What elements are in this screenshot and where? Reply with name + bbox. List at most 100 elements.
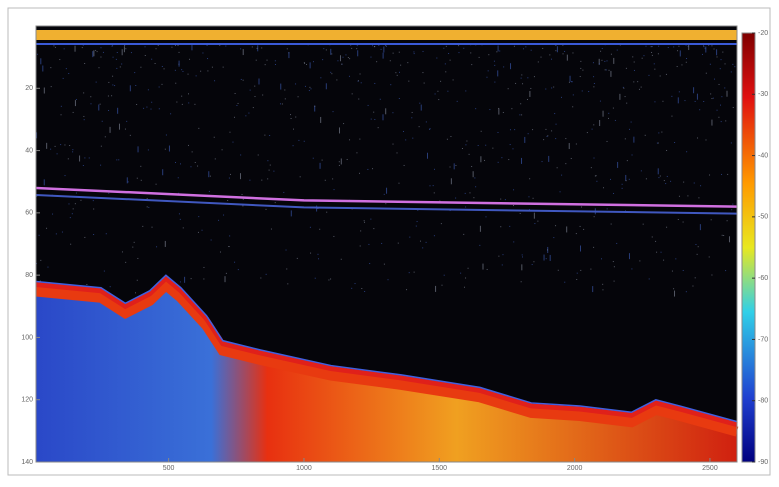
noise	[191, 44, 193, 51]
noise	[676, 66, 678, 68]
noise	[549, 254, 551, 261]
noise	[616, 49, 618, 51]
noise	[338, 127, 340, 134]
noise	[125, 48, 127, 50]
noise	[708, 44, 710, 46]
noise	[458, 52, 460, 54]
noise	[595, 175, 597, 177]
noise	[351, 47, 353, 49]
noise	[694, 100, 696, 102]
noise	[265, 208, 267, 210]
noise	[136, 177, 138, 179]
noise	[513, 241, 515, 243]
noise	[678, 91, 680, 93]
noise	[468, 153, 470, 155]
noise	[361, 288, 363, 290]
noise	[357, 50, 359, 57]
noise	[100, 145, 102, 147]
noise	[553, 237, 555, 239]
noise	[530, 49, 532, 51]
noise	[581, 90, 583, 92]
noise	[626, 102, 628, 104]
x-tick-label: 1000	[296, 465, 312, 472]
noise	[229, 131, 231, 133]
plot-frame	[35, 25, 738, 463]
noise	[107, 95, 109, 97]
noise	[692, 285, 694, 287]
noise	[648, 74, 650, 76]
noise	[480, 156, 482, 163]
noise	[509, 225, 511, 227]
noise	[194, 161, 196, 163]
noise	[422, 247, 424, 249]
noise	[494, 81, 496, 83]
noise	[201, 229, 203, 231]
noise	[485, 144, 487, 146]
noise	[449, 59, 451, 61]
noise	[429, 128, 431, 130]
noise	[658, 132, 660, 134]
noise	[133, 241, 135, 243]
noise	[346, 158, 348, 160]
noise	[449, 166, 451, 168]
noise	[654, 101, 656, 103]
noise	[257, 154, 259, 156]
noise	[475, 108, 477, 110]
noise	[260, 277, 262, 279]
noise	[65, 68, 67, 70]
seabed-edge	[35, 274, 738, 423]
noise	[685, 44, 687, 46]
noise	[551, 130, 553, 132]
noise	[477, 144, 479, 146]
noise	[406, 289, 408, 291]
noise	[144, 55, 146, 57]
y-tick-label: 20	[25, 85, 33, 92]
noise	[496, 51, 498, 53]
noise	[521, 256, 523, 258]
noise	[155, 183, 157, 185]
noise	[189, 58, 191, 60]
noise	[92, 51, 94, 58]
noise	[225, 272, 227, 274]
noise	[100, 47, 102, 49]
noise	[254, 85, 256, 87]
noise	[628, 178, 630, 180]
noise	[190, 166, 192, 168]
noise	[180, 163, 182, 165]
noise	[50, 148, 52, 150]
noise	[673, 46, 675, 48]
noise	[666, 149, 668, 151]
noise	[655, 240, 657, 242]
noise	[612, 261, 614, 263]
noise	[336, 79, 338, 81]
noise	[312, 61, 314, 63]
noise	[116, 159, 118, 161]
noise	[412, 137, 414, 139]
noise	[529, 209, 531, 211]
noise	[658, 177, 660, 179]
noise	[392, 112, 394, 114]
noise	[628, 253, 630, 260]
noise	[632, 56, 634, 58]
colorbar-tick-label: -60	[758, 275, 768, 282]
noise	[114, 85, 116, 87]
noise	[521, 254, 523, 256]
noise	[590, 167, 592, 169]
noise	[269, 164, 271, 166]
noise	[54, 145, 56, 147]
seabed-band	[35, 278, 739, 437]
noise	[56, 153, 58, 155]
noise	[146, 198, 148, 200]
noise	[521, 74, 523, 76]
noise	[198, 127, 200, 129]
noise	[440, 80, 442, 82]
noise	[521, 264, 523, 271]
noise	[475, 186, 477, 188]
noise	[115, 58, 117, 60]
noise	[184, 276, 186, 283]
noise	[274, 64, 276, 66]
noise	[596, 180, 598, 182]
noise	[176, 101, 178, 103]
noise	[682, 221, 684, 223]
noise	[348, 75, 350, 77]
